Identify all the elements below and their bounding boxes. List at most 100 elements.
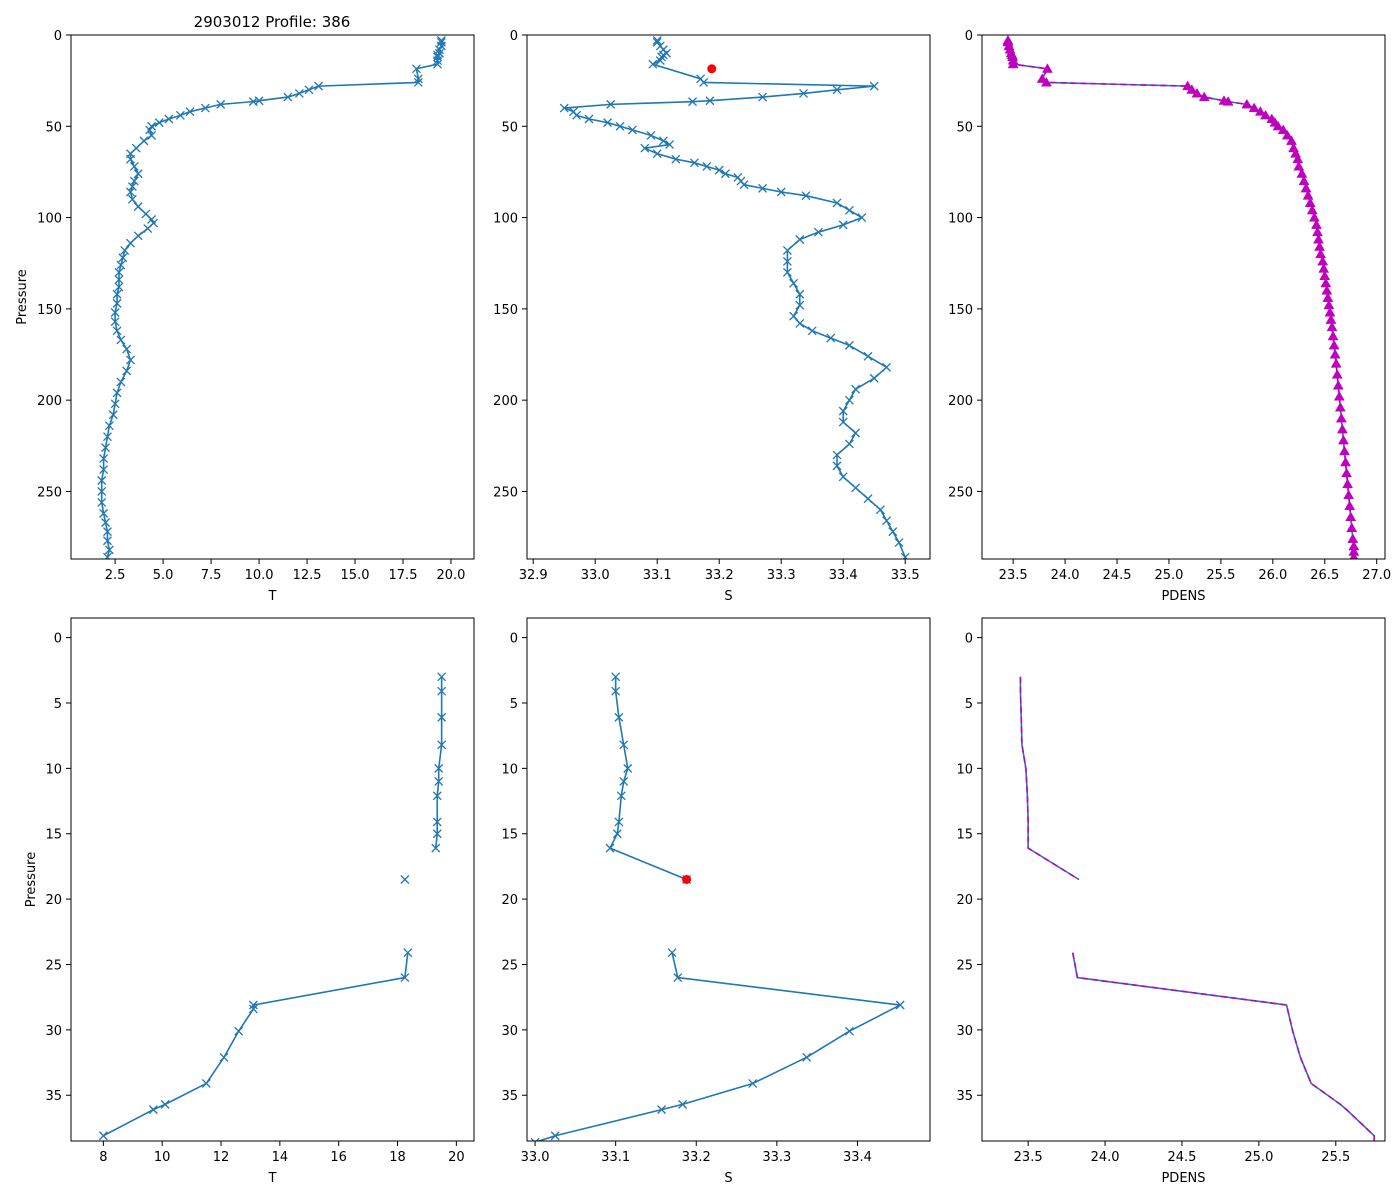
y-tick-label: 20	[45, 893, 62, 908]
data-point	[1308, 212, 1320, 222]
x-tick-label: 12.5	[293, 568, 322, 583]
data-point	[714, 165, 724, 175]
data-point	[882, 362, 892, 372]
data-point	[129, 176, 139, 186]
data-point	[606, 99, 616, 109]
data-point	[572, 110, 582, 120]
data-point	[1343, 489, 1355, 500]
data-point	[832, 450, 842, 460]
data-point	[1333, 391, 1345, 401]
figure-title: 2903012 Profile: 386	[194, 13, 351, 31]
data-point	[1277, 124, 1289, 134]
data-point	[844, 205, 854, 215]
y-axis-label: Pressure	[15, 269, 30, 325]
data-point	[782, 267, 792, 277]
y-tick-label: 0	[965, 632, 973, 647]
data-point	[559, 103, 569, 113]
data-point	[437, 672, 447, 682]
data-point	[789, 311, 799, 321]
data-point	[112, 289, 122, 299]
x-tick-label: 20.0	[436, 568, 465, 583]
x-axis-label: S	[724, 589, 732, 604]
data-point	[665, 140, 675, 150]
data-point	[648, 59, 658, 69]
y-tick-label: 15	[45, 828, 62, 843]
x-tick-label: 24.0	[1051, 568, 1080, 583]
data-point	[1248, 102, 1260, 113]
x-tick-label: 8	[99, 1150, 107, 1165]
data-point	[1272, 120, 1284, 131]
y-tick-label: 35	[501, 1089, 518, 1104]
axes-frame	[526, 34, 931, 560]
data-point	[1341, 467, 1353, 478]
data-point	[97, 476, 107, 485]
data-point	[720, 169, 730, 179]
x-tick-label: 7.5	[201, 568, 222, 583]
data-point	[795, 235, 805, 244]
data-point	[1315, 248, 1327, 259]
data-point	[605, 843, 615, 853]
y-tick-label: 0	[510, 29, 518, 44]
data-point	[673, 973, 683, 983]
data-point	[431, 843, 441, 853]
data-point	[1042, 63, 1053, 73]
data-point	[103, 432, 112, 442]
data-point	[671, 154, 681, 164]
data-point	[863, 494, 873, 504]
data-point	[640, 143, 650, 153]
density-dashed-line	[1071, 952, 1376, 1141]
data-point	[869, 81, 879, 91]
data-point	[116, 260, 126, 270]
data-point	[103, 536, 112, 546]
data-point	[98, 1131, 108, 1141]
data-point	[127, 194, 137, 204]
data-point	[882, 516, 892, 526]
data-point	[1342, 478, 1354, 489]
data-point	[894, 538, 904, 548]
data-point	[219, 1052, 229, 1062]
data-point	[175, 110, 185, 120]
data-point	[116, 377, 126, 387]
data-point	[844, 340, 854, 350]
chart-panel-bottom-density: 23.5 24.0 24.5 25.0 25.5 0 5 10 15 20 25 30 35 PDENS	[956, 617, 1386, 1186]
data-point	[104, 545, 114, 555]
data-point	[851, 428, 861, 438]
y-tick-label: 0	[54, 29, 62, 44]
x-tick-label: 20	[448, 1150, 465, 1165]
y-tick-label: 0	[510, 632, 518, 647]
data-point	[434, 776, 444, 786]
plot-area	[1019, 676, 1376, 1141]
y-tick-label: 25	[956, 958, 973, 973]
data-point	[432, 817, 442, 827]
data-point	[200, 103, 210, 113]
data-point	[1293, 160, 1305, 171]
y-tick-label: 5	[54, 697, 62, 712]
data-point	[411, 64, 421, 74]
x-tick-label: 18	[389, 1150, 406, 1165]
data-point	[1336, 423, 1348, 434]
data-point	[844, 395, 854, 405]
chart-panel-top-density: 23.5 24.0 24.5 25.0 25.5 26.0 26.5 27.0 0 50 100 15…	[948, 29, 1391, 604]
data-point	[1346, 522, 1358, 532]
data-point	[1186, 84, 1198, 94]
data-point	[413, 78, 423, 87]
data-point	[530, 1137, 540, 1141]
x-tick-label: 33.5	[891, 568, 920, 583]
y-tick-label: 200	[948, 394, 973, 409]
data-point	[1304, 197, 1316, 207]
y-tick-label: 35	[45, 1089, 62, 1104]
data-point	[110, 399, 120, 409]
data-point	[248, 1004, 258, 1014]
data-point	[699, 78, 709, 87]
data-point	[844, 1026, 854, 1036]
data-point	[1334, 401, 1346, 412]
data-point	[689, 158, 699, 168]
data-point	[234, 1026, 244, 1036]
axes-frame	[70, 617, 475, 1142]
y-tick-label: 250	[493, 485, 518, 500]
data-point	[844, 439, 854, 449]
x-tick-label: 33.2	[682, 1150, 711, 1165]
data-point	[748, 1079, 758, 1088]
data-point	[433, 56, 442, 66]
